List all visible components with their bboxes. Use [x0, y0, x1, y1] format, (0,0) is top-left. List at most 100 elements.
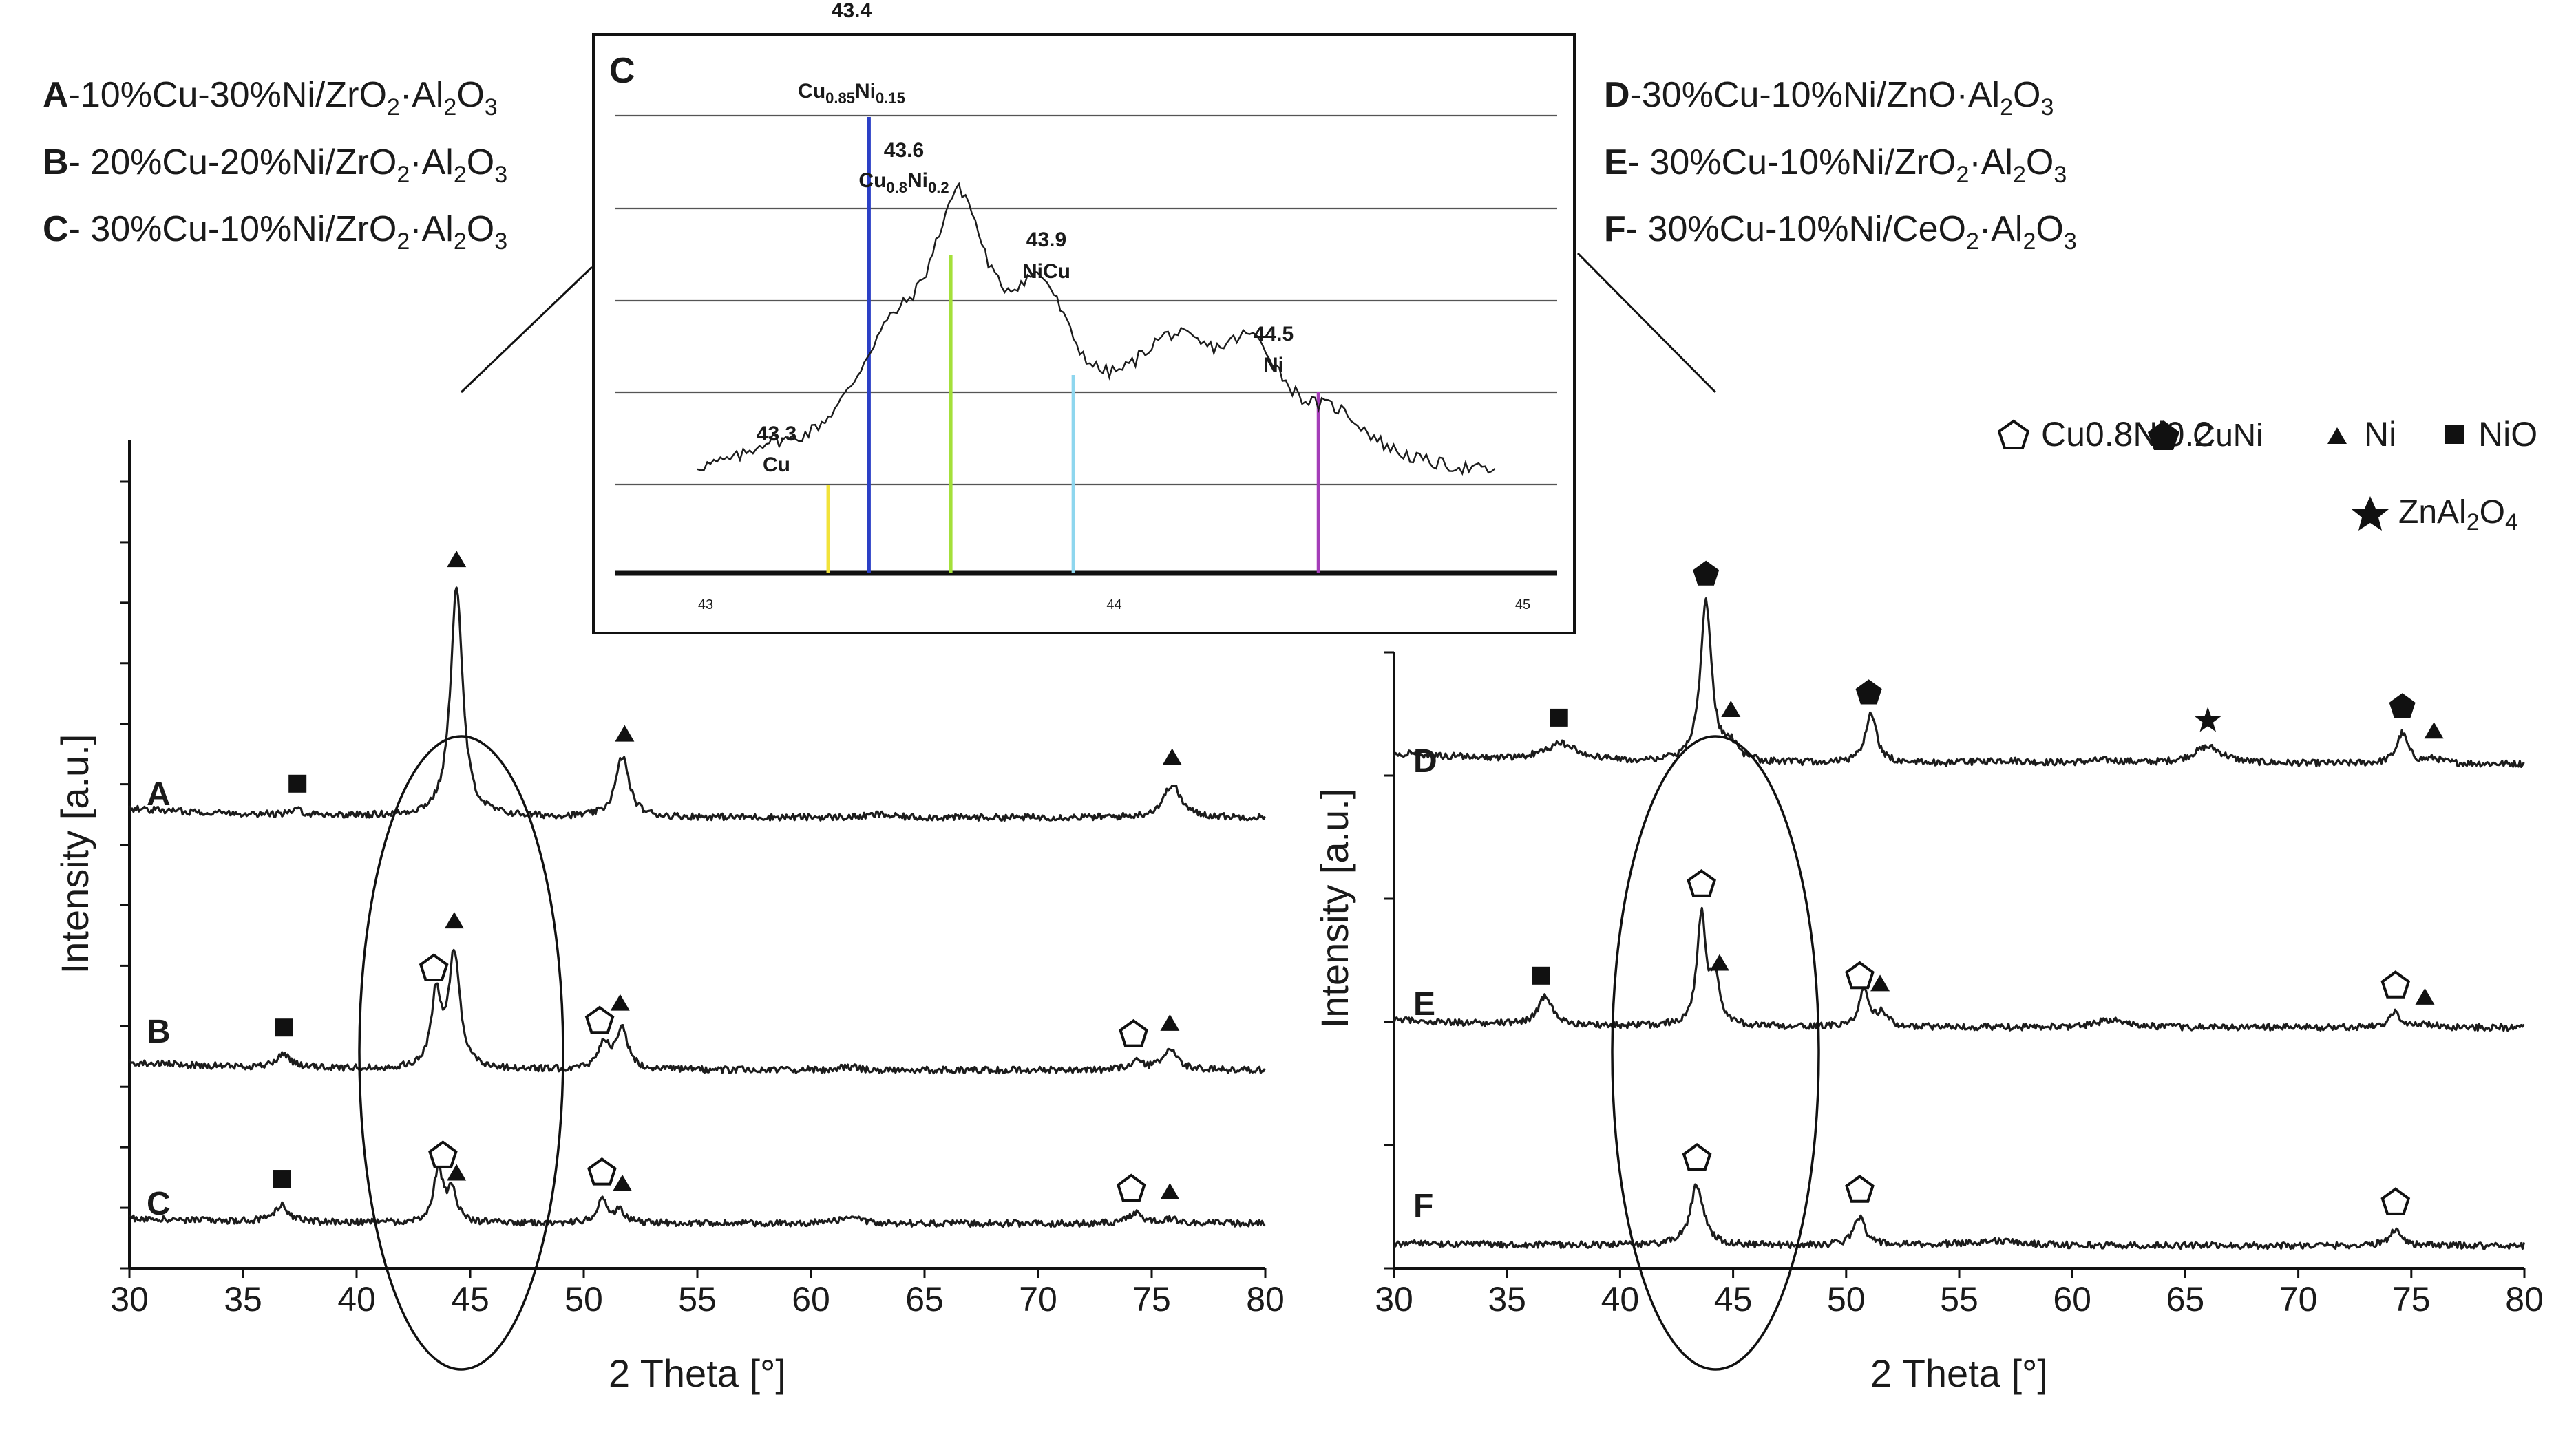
open-pentagon-icon [587, 1157, 617, 1186]
filled-pentagon-icon [1693, 560, 1720, 586]
square-icon [2445, 425, 2464, 444]
open-pentagon-icon [1119, 1018, 1148, 1047]
legend-label-nio: NiO [2478, 415, 2537, 453]
inset-peak-phase: NiCu [1022, 260, 1070, 283]
x-tick-label: 30 [110, 1280, 149, 1319]
triangle-icon [1162, 748, 1182, 765]
xrd-curve-a [128, 586, 1266, 822]
legend-line-a: A-10%Cu-30%Ni/ZrO2·Al2O3 [43, 75, 498, 120]
x-tick-label: 35 [224, 1280, 262, 1319]
x-tick-label: 55 [678, 1280, 717, 1319]
x-tick-label: 50 [1827, 1280, 1866, 1319]
triangle-icon [1721, 700, 1741, 717]
inset-peak-phase: Cu [763, 453, 790, 476]
inset-peak-position: 43.3 [757, 423, 796, 445]
triangle-icon [615, 725, 635, 742]
legend-line-f: F- 30%Cu-10%Ni/CeO2·Al2O3 [1604, 209, 2077, 255]
sample-label-a: A [147, 776, 171, 813]
open-pentagon-icon [1116, 1173, 1146, 1202]
left-composition-legend: A-10%Cu-30%Ni/ZrO2·Al2O3 B- 20%Cu-20%Ni/… [43, 75, 507, 255]
triangle-icon [444, 912, 464, 929]
legend-line-e: E- 30%Cu-10%Ni/ZrO2·Al2O3 [1604, 142, 2067, 188]
xrd-curve-b [128, 948, 1266, 1075]
left-x-ticks: 30 35 40 45 50 55 60 65 70 75 80 [110, 1268, 1285, 1319]
open-pentagon-icon [1682, 1143, 1712, 1171]
sample-label-e: E [1413, 986, 1435, 1023]
x-tick-label: 65 [905, 1280, 944, 1319]
left-zoom-connector [460, 266, 593, 394]
sample-label-d: D [1413, 743, 1437, 780]
inset-frame [592, 33, 1576, 634]
left-y-ticks [120, 480, 129, 1270]
triangle-icon [447, 551, 467, 568]
x-tick-label: 45 [451, 1280, 489, 1319]
xrd-curve-d [1393, 597, 2525, 769]
right-zoom-connector [1576, 252, 1717, 394]
left-zoom-ellipse [358, 735, 564, 1371]
right-zoom-ellipse [1611, 735, 1820, 1371]
inset-peak-position: 44.5 [1254, 323, 1294, 345]
inset-peak-phase: Cu0.85Ni0.15 [798, 80, 905, 107]
inset-reference-lines: 43.3 Cu 43.4 Cu0.85Ni0.15 43.6 Cu0.8Ni0.2 43.9… [757, 0, 1320, 573]
star-icon [2195, 707, 2221, 732]
filled-pentagon-icon [2389, 693, 2416, 718]
x-tick-label: 30 [1375, 1280, 1413, 1319]
legend-line-b: B- 20%Cu-20%Ni/ZrO2·Al2O3 [43, 142, 507, 188]
inset-title: C [609, 51, 635, 91]
x-tick-label: 65 [2166, 1280, 2205, 1319]
inset-zoom-panel: C 43.3Cu43.4Cu0.85Ni0.1543.6Cu0.8Ni0.243… [592, 0, 1576, 634]
triangle-icon [610, 994, 630, 1011]
legend-label-cu08ni02: Cu0.8Ni0.2 [2041, 415, 2213, 453]
xrd-curve-f [1393, 1183, 2525, 1250]
left-curves [128, 586, 1266, 1228]
open-pentagon-icon [584, 1005, 615, 1034]
inset-gridlines [615, 114, 1557, 486]
marker-legend: Cu0.8Ni0.2 CuNi Ni NiO ZnAl2O4 [1997, 415, 2537, 535]
legend-label-znal2o4: ZnAl2O4 [2398, 494, 2518, 535]
right-markers [1532, 560, 2444, 1215]
right-x-axis-title: 2 Theta [°] [1870, 1352, 2048, 1395]
triangle-icon [1160, 1014, 1180, 1031]
triangle-icon [2424, 722, 2444, 739]
triangle-icon [1709, 954, 1729, 971]
x-tick-label: 40 [337, 1280, 376, 1319]
open-pentagon-icon [1845, 1175, 1875, 1203]
triangle-icon [447, 1164, 467, 1181]
triangle-icon [1160, 1182, 1180, 1199]
inset-x-tick-label: 45 [1515, 597, 1530, 612]
x-tick-label: 80 [2505, 1280, 2544, 1319]
x-tick-label: 55 [1940, 1280, 1978, 1319]
filled-pentagon-icon [1855, 679, 1882, 705]
x-tick-label: 50 [564, 1280, 603, 1319]
right-xrd-panel: 30 35 40 45 50 55 60 65 70 75 80 Intensity [a.u.] … [1313, 252, 2544, 1395]
triangle-icon [613, 1174, 633, 1191]
left-markers [273, 551, 1182, 1202]
x-tick-label: 35 [1488, 1280, 1526, 1319]
inset-peak-position: 43.4 [832, 0, 872, 22]
filled-pentagon-icon [2148, 420, 2179, 450]
sample-label-b: B [147, 1014, 171, 1050]
open-pentagon-icon [2380, 970, 2411, 999]
right-y-axis-title: Intensity [a.u.] [1313, 789, 1356, 1029]
open-pentagon-icon [1687, 869, 1716, 897]
x-tick-label: 75 [1132, 1280, 1171, 1319]
triangle-icon [2327, 427, 2347, 444]
inset-peak-position: 43.6 [884, 139, 924, 162]
legend-line-d: D-30%Cu-10%Ni/ZnO·Al2O3 [1604, 75, 2054, 120]
square-icon [288, 774, 307, 793]
sample-label-c: C [147, 1186, 171, 1222]
x-tick-label: 70 [1019, 1280, 1057, 1319]
x-tick-label: 80 [1246, 1280, 1285, 1319]
open-pentagon-icon [2380, 1187, 2411, 1215]
xrd-curve-e [1393, 906, 2525, 1032]
x-tick-label: 45 [1714, 1280, 1753, 1319]
right-x-ticks: 30 35 40 45 50 55 60 65 70 75 80 [1375, 1268, 2544, 1319]
inset-x-ticks: 43 44 45 [698, 597, 1530, 612]
square-icon [1550, 708, 1568, 727]
inset-peak-position: 43.9 [1026, 228, 1066, 251]
x-tick-label: 40 [1601, 1280, 1640, 1319]
triangle-icon [2415, 988, 2435, 1005]
left-y-axis-title: Intensity [a.u.] [53, 734, 96, 974]
